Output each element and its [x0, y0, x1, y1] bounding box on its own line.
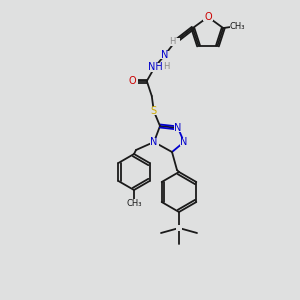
FancyBboxPatch shape [149, 138, 158, 146]
Text: H: H [169, 37, 176, 46]
Text: S: S [151, 106, 157, 116]
FancyBboxPatch shape [160, 51, 169, 59]
Text: N: N [180, 137, 188, 147]
Text: CH₃: CH₃ [230, 22, 245, 31]
Text: O: O [204, 12, 212, 22]
Text: N: N [161, 50, 169, 60]
FancyBboxPatch shape [179, 138, 188, 146]
Text: N: N [150, 137, 158, 147]
Text: CH₃: CH₃ [126, 199, 142, 208]
Text: H: H [164, 61, 170, 70]
FancyBboxPatch shape [230, 22, 244, 30]
Text: O: O [129, 76, 136, 86]
Text: N: N [174, 123, 182, 133]
Text: NH: NH [148, 62, 163, 72]
FancyBboxPatch shape [147, 63, 163, 72]
FancyBboxPatch shape [170, 38, 180, 46]
FancyBboxPatch shape [173, 124, 182, 132]
FancyBboxPatch shape [127, 199, 142, 207]
FancyBboxPatch shape [149, 107, 159, 115]
FancyBboxPatch shape [176, 225, 182, 231]
FancyBboxPatch shape [128, 77, 138, 85]
FancyBboxPatch shape [203, 13, 213, 21]
